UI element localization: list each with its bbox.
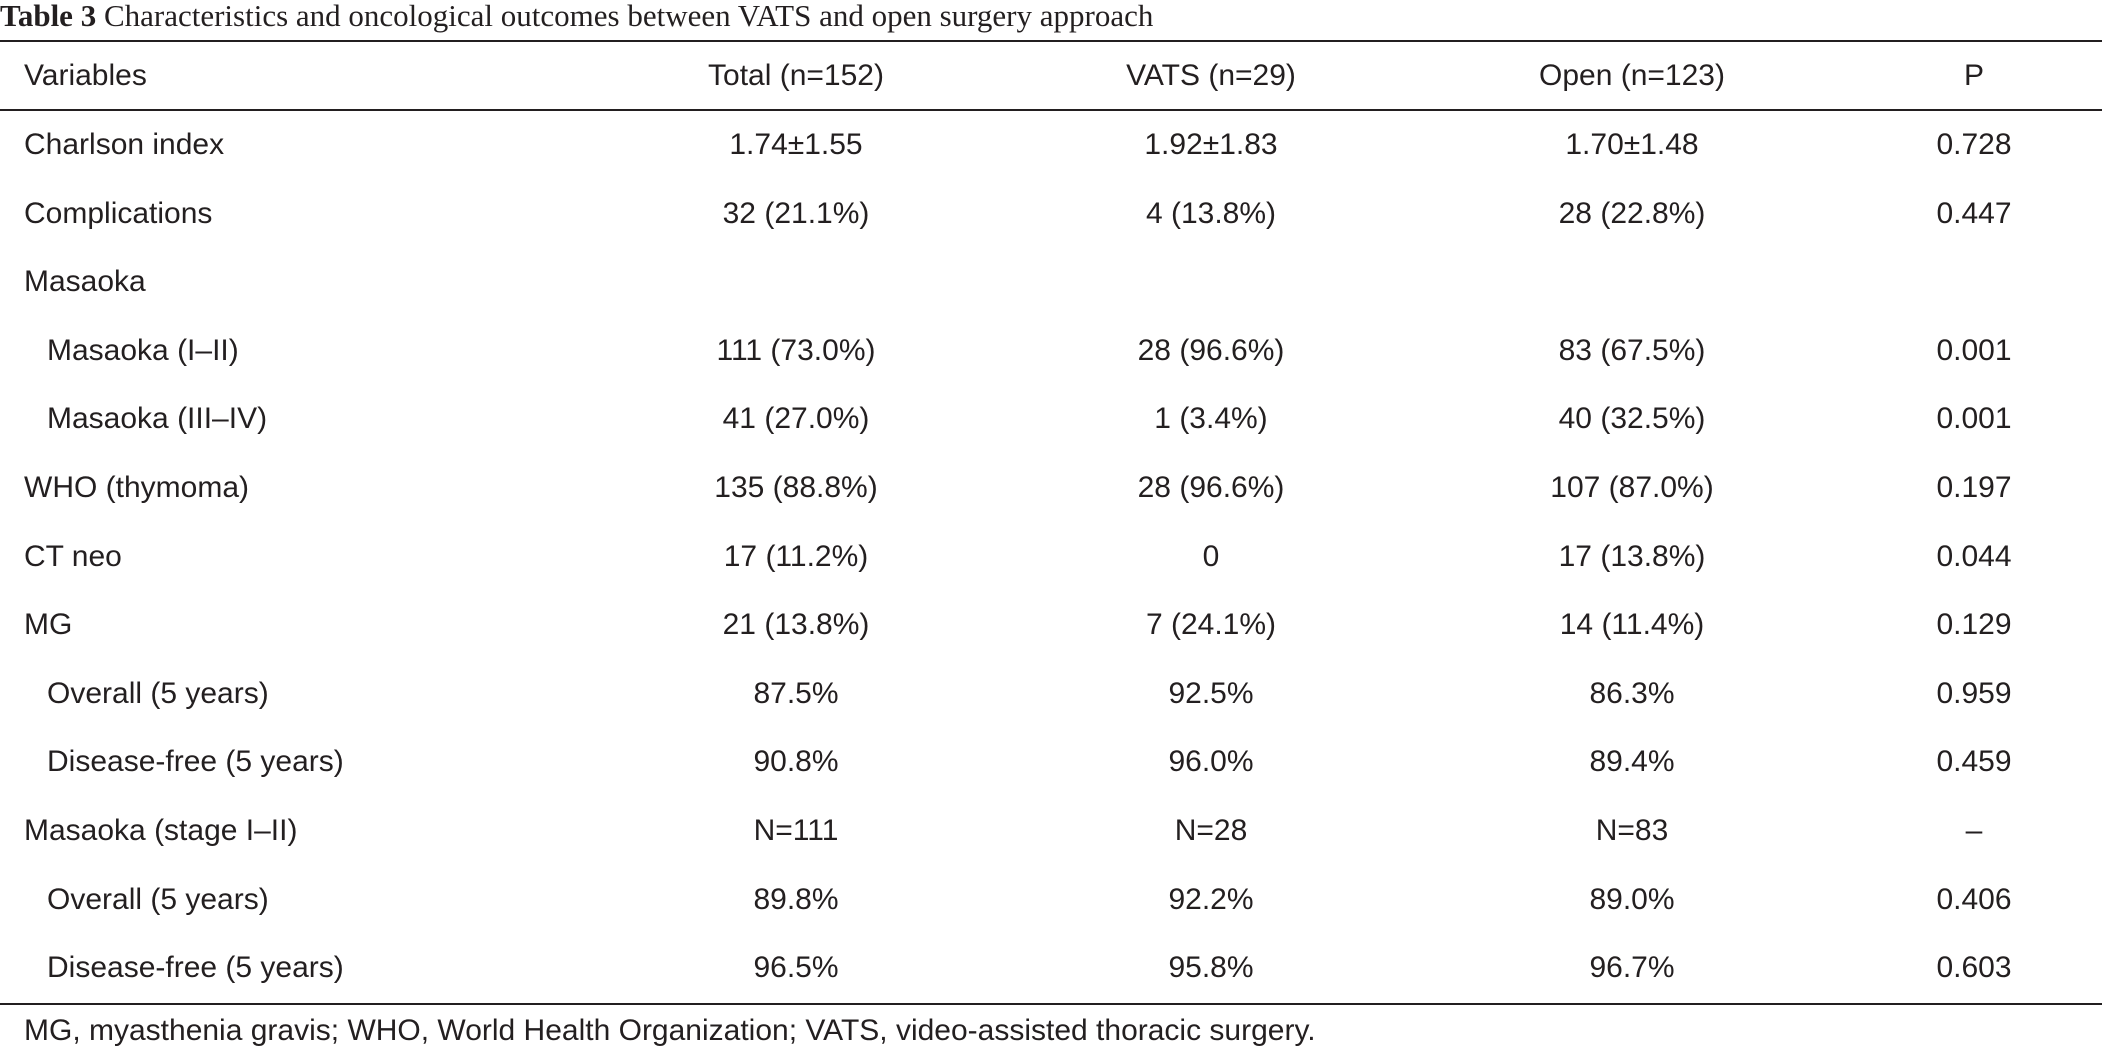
header-open: Open (n=123) [1539, 59, 1725, 92]
cell-variable: Masaoka [24, 265, 146, 299]
cell-total: 17 (11.2%) [723, 539, 869, 573]
cell-p-value: 0.001 [1936, 402, 2012, 436]
cell-vats: 92.5% [1168, 676, 1254, 710]
table-footnote: MG, myasthenia gravis; WHO, World Health… [24, 1014, 1316, 1047]
table-row: MG 21 (13.8%) 7 (24.1%) 14 (11.4%) 0.129 [0, 591, 2102, 659]
cell-variable: CT neo [24, 539, 122, 573]
cell-total: 135 (88.8%) [714, 471, 878, 504]
table-row: Masaoka (III–IV) 41 (27.0%) 1 (3.4%) 40 (32… [0, 385, 2102, 453]
cell-open: 107 (87.0%) [1550, 471, 1714, 504]
cell-variable: MG [24, 608, 73, 642]
table-row: Masaoka (I–II) 111 (73.0%) 28 (96.6%) 83 (6… [0, 317, 2102, 385]
cell-p-value: 0.406 [1936, 882, 2012, 916]
table-title: Table 3 Characteristics and oncological … [0, 0, 1153, 36]
table-row: Overall (5 years) 87.5% 92.5% 86.3% 0.959 [0, 660, 2102, 728]
cell-open: 83 (67.5%) [1558, 333, 1706, 367]
cell-p-value: 0.129 [1936, 608, 2012, 642]
cell-open: N=83 [1595, 814, 1669, 847]
cell-total [596, 248, 996, 316]
cell-p-value [1874, 248, 2074, 316]
header-total: Total (n=152) [708, 59, 884, 92]
header-p: P [1963, 59, 1984, 92]
cell-vats: 96.0% [1168, 745, 1254, 779]
cell-variable: WHO (thymoma) [24, 471, 249, 504]
cell-open: 1.70±1.48 [1565, 128, 1699, 161]
table-row: Masaoka (stage I–II) N=111 N=28 N=83 – [0, 797, 2102, 865]
cell-vats: 7 (24.1%) [1145, 608, 1277, 642]
cell-p-value: – [1965, 814, 1983, 847]
table-row: Masaoka [0, 248, 2102, 316]
cell-total: 21 (13.8%) [722, 608, 870, 642]
table-number: Table 3 [0, 0, 97, 33]
cell-vats: 1 (3.4%) [1154, 402, 1268, 436]
cell-vats: 95.8% [1168, 951, 1254, 985]
cell-total: N=111 [753, 814, 839, 847]
cell-p-value: 0.001 [1936, 333, 2012, 367]
cell-p-value: 0.459 [1936, 745, 2012, 779]
cell-p-value: 0.044 [1936, 539, 2012, 573]
cell-total: 87.5% [753, 676, 839, 710]
table-row: Complications 32 (21.1%) 4 (13.8%) 28 (22.8… [0, 180, 2102, 248]
cell-open: 40 (32.5%) [1558, 402, 1706, 436]
cell-vats: 0 [1202, 539, 1220, 573]
cell-variable: Disease-free (5 years) [47, 745, 344, 779]
cell-total: 89.8% [753, 882, 839, 916]
header-rule [0, 109, 2102, 111]
cell-variable: Disease-free (5 years) [47, 951, 344, 985]
header-row: Variables Total (n=152) VATS (n=29) Open… [0, 42, 2102, 110]
cell-open: 28 (22.8%) [1558, 196, 1706, 230]
cell-open: 89.0% [1589, 882, 1675, 916]
cell-variable: Masaoka (stage I–II) [24, 814, 298, 847]
cell-total: 96.5% [753, 951, 839, 985]
table-caption: Characteristics and oncological outcomes… [96, 0, 1154, 33]
cell-variable: Complications [24, 196, 213, 230]
cell-open: 89.4% [1589, 745, 1675, 779]
cell-variable: Masaoka (I–II) [47, 333, 239, 367]
cell-open: 17 (13.8%) [1558, 539, 1706, 573]
cell-vats: 92.2% [1168, 882, 1254, 916]
cell-p-value: 0.447 [1936, 196, 2012, 230]
header-vats: VATS (n=29) [1126, 59, 1296, 92]
cell-total: 32 (21.1%) [722, 196, 870, 230]
cell-total: 111 (73.0%) [716, 333, 876, 367]
top-rule [0, 40, 2102, 42]
cell-p-value: 0.728 [1936, 128, 2012, 161]
table-row: WHO (thymoma) 135 (88.8%) 28 (96.6%) 107 (8… [0, 454, 2102, 522]
cell-vats [1011, 248, 1411, 316]
header-variables: Variables [24, 59, 147, 92]
bottom-rule [0, 1003, 2102, 1005]
cell-p-value: 0.959 [1936, 676, 2012, 710]
cell-open: 96.7% [1589, 951, 1675, 985]
table-row: CT neo 17 (11.2%) 0 17 (13.8%) 0.044 [0, 523, 2102, 591]
cell-variable: Charlson index [24, 128, 225, 161]
table-row: Charlson index 1.74±1.55 1.92±1.83 1.70±1.4… [0, 111, 2102, 179]
cell-variable: Overall (5 years) [47, 882, 269, 916]
cell-total: 90.8% [753, 745, 839, 779]
cell-vats: 4 (13.8%) [1145, 196, 1277, 230]
table-row: Overall (5 years) 89.8% 92.2% 89.0% 0.406 [0, 866, 2102, 934]
cell-vats: 1.92±1.83 [1144, 128, 1278, 161]
cell-variable: Overall (5 years) [47, 676, 269, 710]
cell-p-value: 0.197 [1936, 471, 2012, 504]
table-row: Disease-free (5 years) 96.5% 95.8% 96.7% 0.6… [0, 934, 2102, 1002]
cell-open [1432, 248, 1832, 316]
cell-p-value: 0.603 [1936, 951, 2012, 985]
cell-total: 41 (27.0%) [722, 402, 870, 436]
cell-open: 14 (11.4%) [1559, 608, 1705, 642]
table-row: Disease-free (5 years) 90.8% 96.0% 89.4% 0.4… [0, 728, 2102, 796]
cell-total: 1.74±1.55 [729, 128, 863, 161]
cell-open: 86.3% [1589, 676, 1675, 710]
cell-vats: N=28 [1174, 814, 1248, 847]
cell-vats: 28 (96.6%) [1137, 333, 1285, 367]
cell-variable: Masaoka (III–IV) [47, 402, 268, 436]
cell-vats: 28 (96.6%) [1137, 471, 1285, 504]
